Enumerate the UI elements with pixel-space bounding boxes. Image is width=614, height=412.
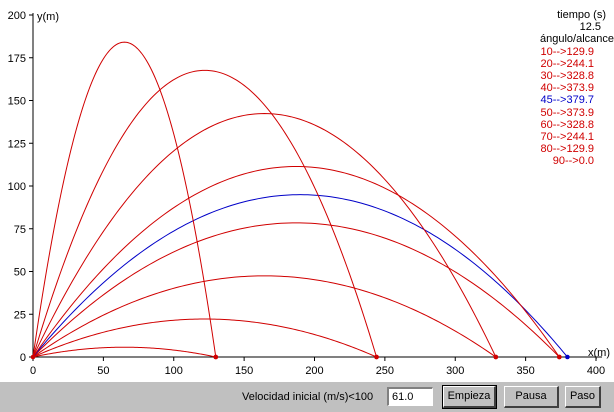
landing-point-90-deg [30,354,36,360]
trajectory-chart: 0 50 100 150 200 250 300 350 400 0 25 50 75 100 125 150… [8,10,610,377]
angle-range-result: 40-->373.9 [540,82,594,95]
angle-range-result: 50-->373.9 [540,106,594,119]
angle-range-header: ángulo/alcance [539,33,614,46]
x-tick-label: 400 [587,365,605,377]
trajectory-50-deg [32,165,560,358]
y-tick-label: 50 [14,267,26,279]
y-tick-label: 0 [20,352,26,364]
y-tick-label: 75 [14,224,26,236]
landing-point-60-deg [493,354,499,360]
y-tick-label: 25 [14,309,26,321]
x-tick-label: 350 [516,365,534,377]
trajectory-10-deg [32,346,216,358]
angle-range-list: 10-->129.9 20-->244.1 30-->328.8 40-->37… [526,46,608,168]
x-tick-label: 50 [97,365,109,377]
angle-range-result: 20-->244.1 [540,57,594,70]
pause-button[interactable]: Pausa [504,386,559,408]
landing-point-50-deg [557,354,562,360]
x-tick-label: 0 [30,365,36,377]
angle-range-result: 70-->244.1 [540,131,594,144]
y-tick-label: 100 [8,181,26,193]
x-tick-label: 150 [235,365,253,377]
y-tick-label: 200 [8,10,26,22]
angle-range-result: 90-->0.0 [552,155,594,168]
trajectory-80-deg [32,41,217,358]
plot-area: 0 50 100 150 200 250 300 350 400 0 25 50 75 100 125 150… [7,9,614,377]
info-panel: tiempo (s) 12.5 ángulo/alcance 10-->129.… [526,9,614,168]
y-tick-label: 175 [8,53,26,65]
step-button[interactable]: Paso [565,386,601,408]
x-tick-label: 200 [305,365,323,377]
landing-point-45-deg [565,354,570,360]
y-axis-label: y(m) [37,11,59,23]
x-tick-label: 300 [446,365,464,377]
x-tick-label: 250 [376,365,394,377]
velocity-input[interactable] [387,387,433,406]
time-value: 12.5 [579,21,601,34]
trajectory-70-deg [32,69,377,358]
y-tick-label: 125 [8,138,26,150]
angle-range-result: 30-->328.8 [540,70,594,83]
angle-range-result: 60-->328.8 [540,118,594,131]
control-toolbar: Velocidad inicial (m/s)<100 Empieza Paus… [0,381,614,412]
landing-point-80-deg [213,354,219,360]
trajectory-40-deg [32,222,560,358]
start-button[interactable]: Empieza [442,385,497,409]
x-tick-label: 100 [165,365,183,377]
x-axis-label: x(m) [588,347,610,359]
angle-range-result: 80-->129.9 [540,143,594,156]
angle-range-result: 10-->129.9 [540,45,594,58]
landing-point-70-deg [374,354,379,360]
trajectory-30-deg [32,275,497,358]
velocity-label: Velocidad inicial (m/s)<100 [242,391,374,403]
trajectory-20-deg [32,318,377,358]
angle-range-result-highlighted: 45-->379.7 [540,94,594,107]
trajectory-60-deg [32,113,497,358]
trajectory-45-deg [32,194,568,358]
time-label: tiempo (s) [557,9,606,21]
y-tick-label: 150 [8,96,26,108]
